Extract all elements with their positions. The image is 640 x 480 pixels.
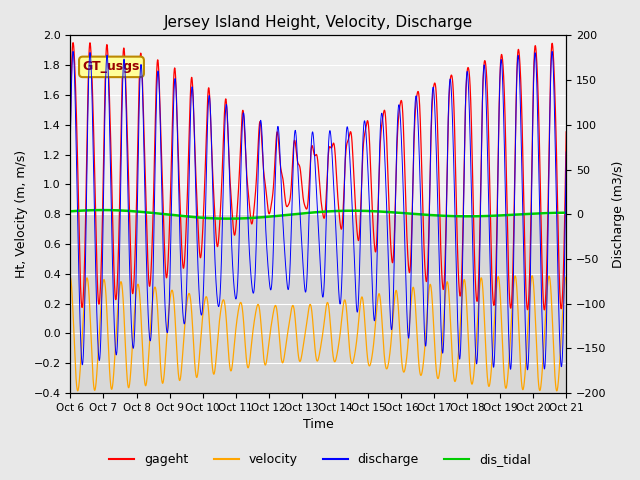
Title: Jersey Island Height, Velocity, Discharge: Jersey Island Height, Velocity, Discharg…: [164, 15, 473, 30]
X-axis label: Time: Time: [303, 419, 333, 432]
Legend: gageht, velocity, discharge, dis_tidal: gageht, velocity, discharge, dis_tidal: [104, 448, 536, 471]
Text: GT_usgs: GT_usgs: [83, 60, 140, 73]
Y-axis label: Ht, Velocity (m, m/s): Ht, Velocity (m, m/s): [15, 150, 28, 278]
Bar: [70, 36, 566, 214]
Y-axis label: Discharge (m3/s): Discharge (m3/s): [612, 160, 625, 268]
